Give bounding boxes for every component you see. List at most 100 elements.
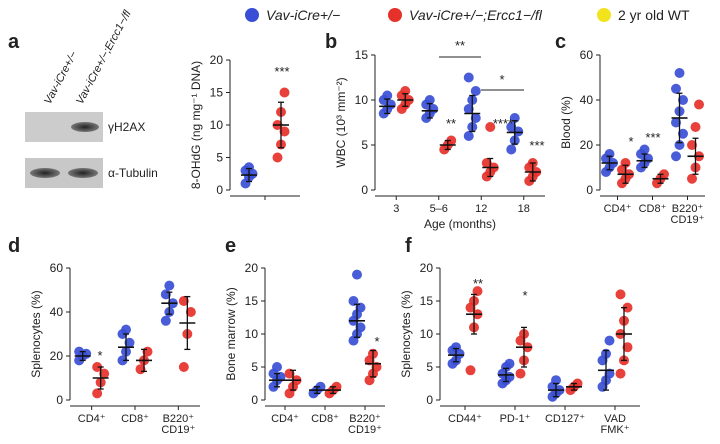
data-point — [604, 368, 615, 379]
y-tick-label: 10 — [245, 327, 259, 341]
data-point — [99, 368, 110, 379]
data-point — [164, 280, 175, 291]
data-point — [463, 104, 474, 114]
significance-label: * — [374, 334, 379, 349]
data-point — [615, 289, 626, 300]
x-tick-label: CD8⁺ — [121, 413, 149, 425]
y-tick-label: 15 — [355, 48, 369, 62]
legend-swatch — [597, 8, 611, 22]
y-tick-label: 10 — [420, 327, 434, 341]
data-point — [279, 126, 290, 137]
data-point — [506, 122, 517, 132]
x-tick-label: CD4⁺ — [604, 203, 632, 215]
x-tick-label: VAD FMK⁺ — [600, 413, 629, 436]
data-point — [659, 169, 669, 180]
x-tick-label: CD4⁺ — [78, 413, 106, 425]
y-axis-label: Bone marrow (%) — [224, 287, 238, 380]
y-tick-label: 5 — [361, 138, 368, 152]
panel-letter: d — [8, 235, 20, 257]
legend-label: 2 yr old WT — [618, 7, 690, 23]
x-tick-label: B220⁺ CD19⁺ — [161, 413, 195, 436]
blot-band — [71, 122, 99, 132]
y-tick-label: 60 — [50, 261, 64, 275]
data-point — [272, 362, 282, 372]
x-tick-label: B220⁺ CD19⁺ — [348, 413, 382, 436]
data-point — [355, 322, 366, 333]
data-point — [446, 135, 457, 146]
y-axis-label: Splenocytes (%) — [29, 290, 43, 377]
y-tick-label: 20 — [245, 261, 259, 275]
panel-letter: b — [325, 31, 337, 53]
panel-letter: c — [555, 31, 566, 53]
data-point — [117, 355, 128, 366]
significance-label: * — [97, 348, 102, 363]
y-axis-label: Blood (%) — [559, 96, 573, 149]
data-point — [185, 307, 196, 317]
data-point — [244, 162, 254, 173]
data-point — [355, 302, 366, 313]
y-tick-label: 40 — [50, 305, 64, 319]
data-point — [463, 72, 474, 83]
data-point — [687, 173, 697, 184]
x-axis-label: Age (months) — [424, 217, 496, 231]
y-tick-label: 0 — [586, 183, 593, 197]
y-tick-label: 20 — [50, 349, 64, 363]
x-tick-label: 12 — [475, 203, 487, 215]
y-tick-label: 20 — [420, 261, 434, 275]
data-point — [284, 368, 295, 379]
legend-swatch — [245, 8, 259, 22]
x-tick-label: B220⁺ CD19⁺ — [671, 203, 705, 226]
band-label: γH2AX — [108, 120, 145, 134]
x-tick-label: 3 — [393, 203, 399, 215]
data-point — [160, 315, 171, 326]
data-point — [485, 122, 496, 132]
data-point — [671, 151, 681, 162]
x-tick-label: CD44⁺ — [448, 413, 482, 425]
panel-letter: f — [405, 235, 412, 257]
data-point — [470, 86, 481, 96]
data-point — [690, 122, 701, 132]
data-point — [604, 335, 615, 346]
y-tick-label: 15 — [210, 86, 224, 100]
significance-label: *** — [274, 64, 289, 79]
data-point — [92, 388, 103, 399]
data-point — [92, 362, 103, 372]
data-point — [504, 358, 515, 369]
data-point — [622, 342, 633, 353]
significance-label: *** — [645, 130, 660, 145]
y-tick-label: 15 — [245, 294, 259, 308]
significance-label: ** — [455, 38, 465, 53]
data-point — [678, 128, 688, 139]
y-axis-label: WBC (10³ mm⁻²) — [334, 77, 348, 167]
data-point — [352, 269, 362, 280]
data-point — [272, 152, 283, 163]
x-tick-label: CD4⁺ — [271, 413, 299, 425]
legend-swatch — [388, 8, 402, 22]
y-axis-label: 8-OHdG (ng mg⁻¹ DNA) — [189, 61, 203, 189]
y-tick-label: 60 — [580, 48, 594, 62]
data-point — [348, 296, 359, 306]
data-point — [551, 375, 561, 386]
blot-band — [68, 168, 98, 178]
data-point — [382, 90, 393, 101]
data-point — [639, 144, 650, 155]
y-tick-label: 15 — [420, 294, 434, 308]
data-point — [694, 99, 704, 110]
y-tick-label: 5 — [216, 151, 223, 165]
y-tick-label: 5 — [426, 360, 433, 374]
significance-label: * — [628, 134, 633, 149]
significance-label: *** — [529, 138, 544, 153]
data-point — [622, 302, 633, 313]
data-point — [465, 365, 476, 376]
lane-label: Vav-iCre+/−;Ercc1−/fl — [74, 8, 134, 106]
x-tick-label: 5–6 — [430, 203, 448, 215]
y-tick-label: 0 — [251, 393, 258, 407]
data-point — [121, 324, 131, 335]
data-point — [451, 342, 461, 353]
x-tick-label: CD8⁺ — [639, 203, 667, 215]
y-tick-label: 0 — [361, 183, 368, 197]
x-tick-label: PD-1⁺ — [500, 413, 531, 425]
y-tick-label: 0 — [56, 393, 63, 407]
data-point — [472, 286, 483, 297]
y-tick-label: 20 — [580, 138, 594, 152]
